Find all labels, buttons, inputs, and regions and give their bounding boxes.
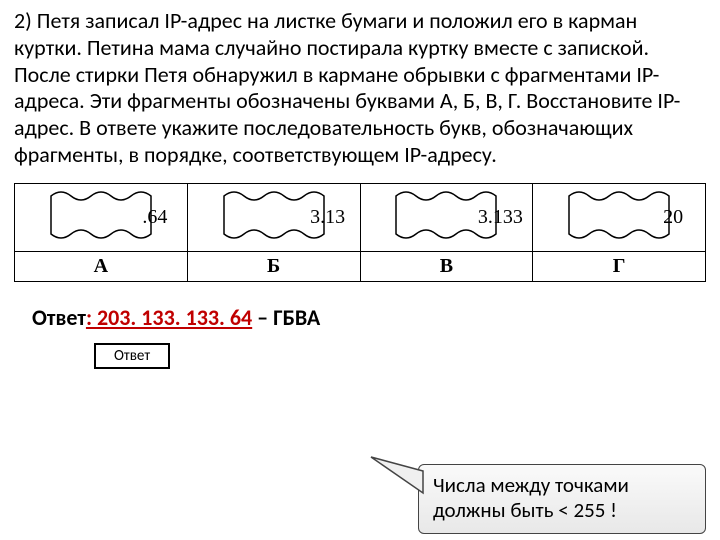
fragment-cell: 20 [533, 183, 706, 251]
callout-text: Числа между точками должны быть < 255 ! [433, 472, 629, 523]
problem-text: 2) Петя записал IP-адрес на листке бумаг… [14, 8, 706, 169]
answer-prefix: Ответ [32, 304, 86, 331]
paper-scrap: .64 [47, 186, 155, 244]
fragment-cell: 3.13 [187, 183, 360, 251]
answer-colon: : [86, 304, 97, 331]
fragments-table: .64 3.13 3.133 20 А Б В Г [14, 183, 706, 282]
paper-scrap: 3.133 [392, 186, 500, 244]
fragment-label: Б [187, 251, 360, 281]
fragment-label: В [360, 251, 533, 281]
paper-scrap: 20 [565, 186, 673, 244]
labels-row: А Б В Г [15, 251, 706, 281]
fragment-value: 20 [619, 206, 720, 229]
fragments-row: .64 3.13 3.133 20 [15, 183, 706, 251]
fragment-value: 3.133 [446, 206, 554, 229]
answer-button[interactable]: Ответ [94, 343, 170, 369]
answer-code: ГБВА [273, 304, 320, 331]
fragment-value: .64 [101, 206, 209, 229]
answer-line: Ответ: 203. 133. 133. 64 – ГБВА [14, 304, 706, 331]
paper-scrap: 3.13 [220, 186, 328, 244]
fragment-value: 3.13 [274, 206, 382, 229]
fragment-label: А [15, 251, 188, 281]
callout-note: Числа между точками должны быть < 255 ! [418, 464, 706, 534]
callout-tail-icon [365, 453, 425, 507]
answer-dash: – [252, 304, 273, 331]
answer-ip: 203. 133. 133. 64 [97, 304, 252, 331]
fragment-cell: .64 [15, 183, 188, 251]
fragment-label: Г [533, 251, 706, 281]
fragment-cell: 3.133 [360, 183, 533, 251]
